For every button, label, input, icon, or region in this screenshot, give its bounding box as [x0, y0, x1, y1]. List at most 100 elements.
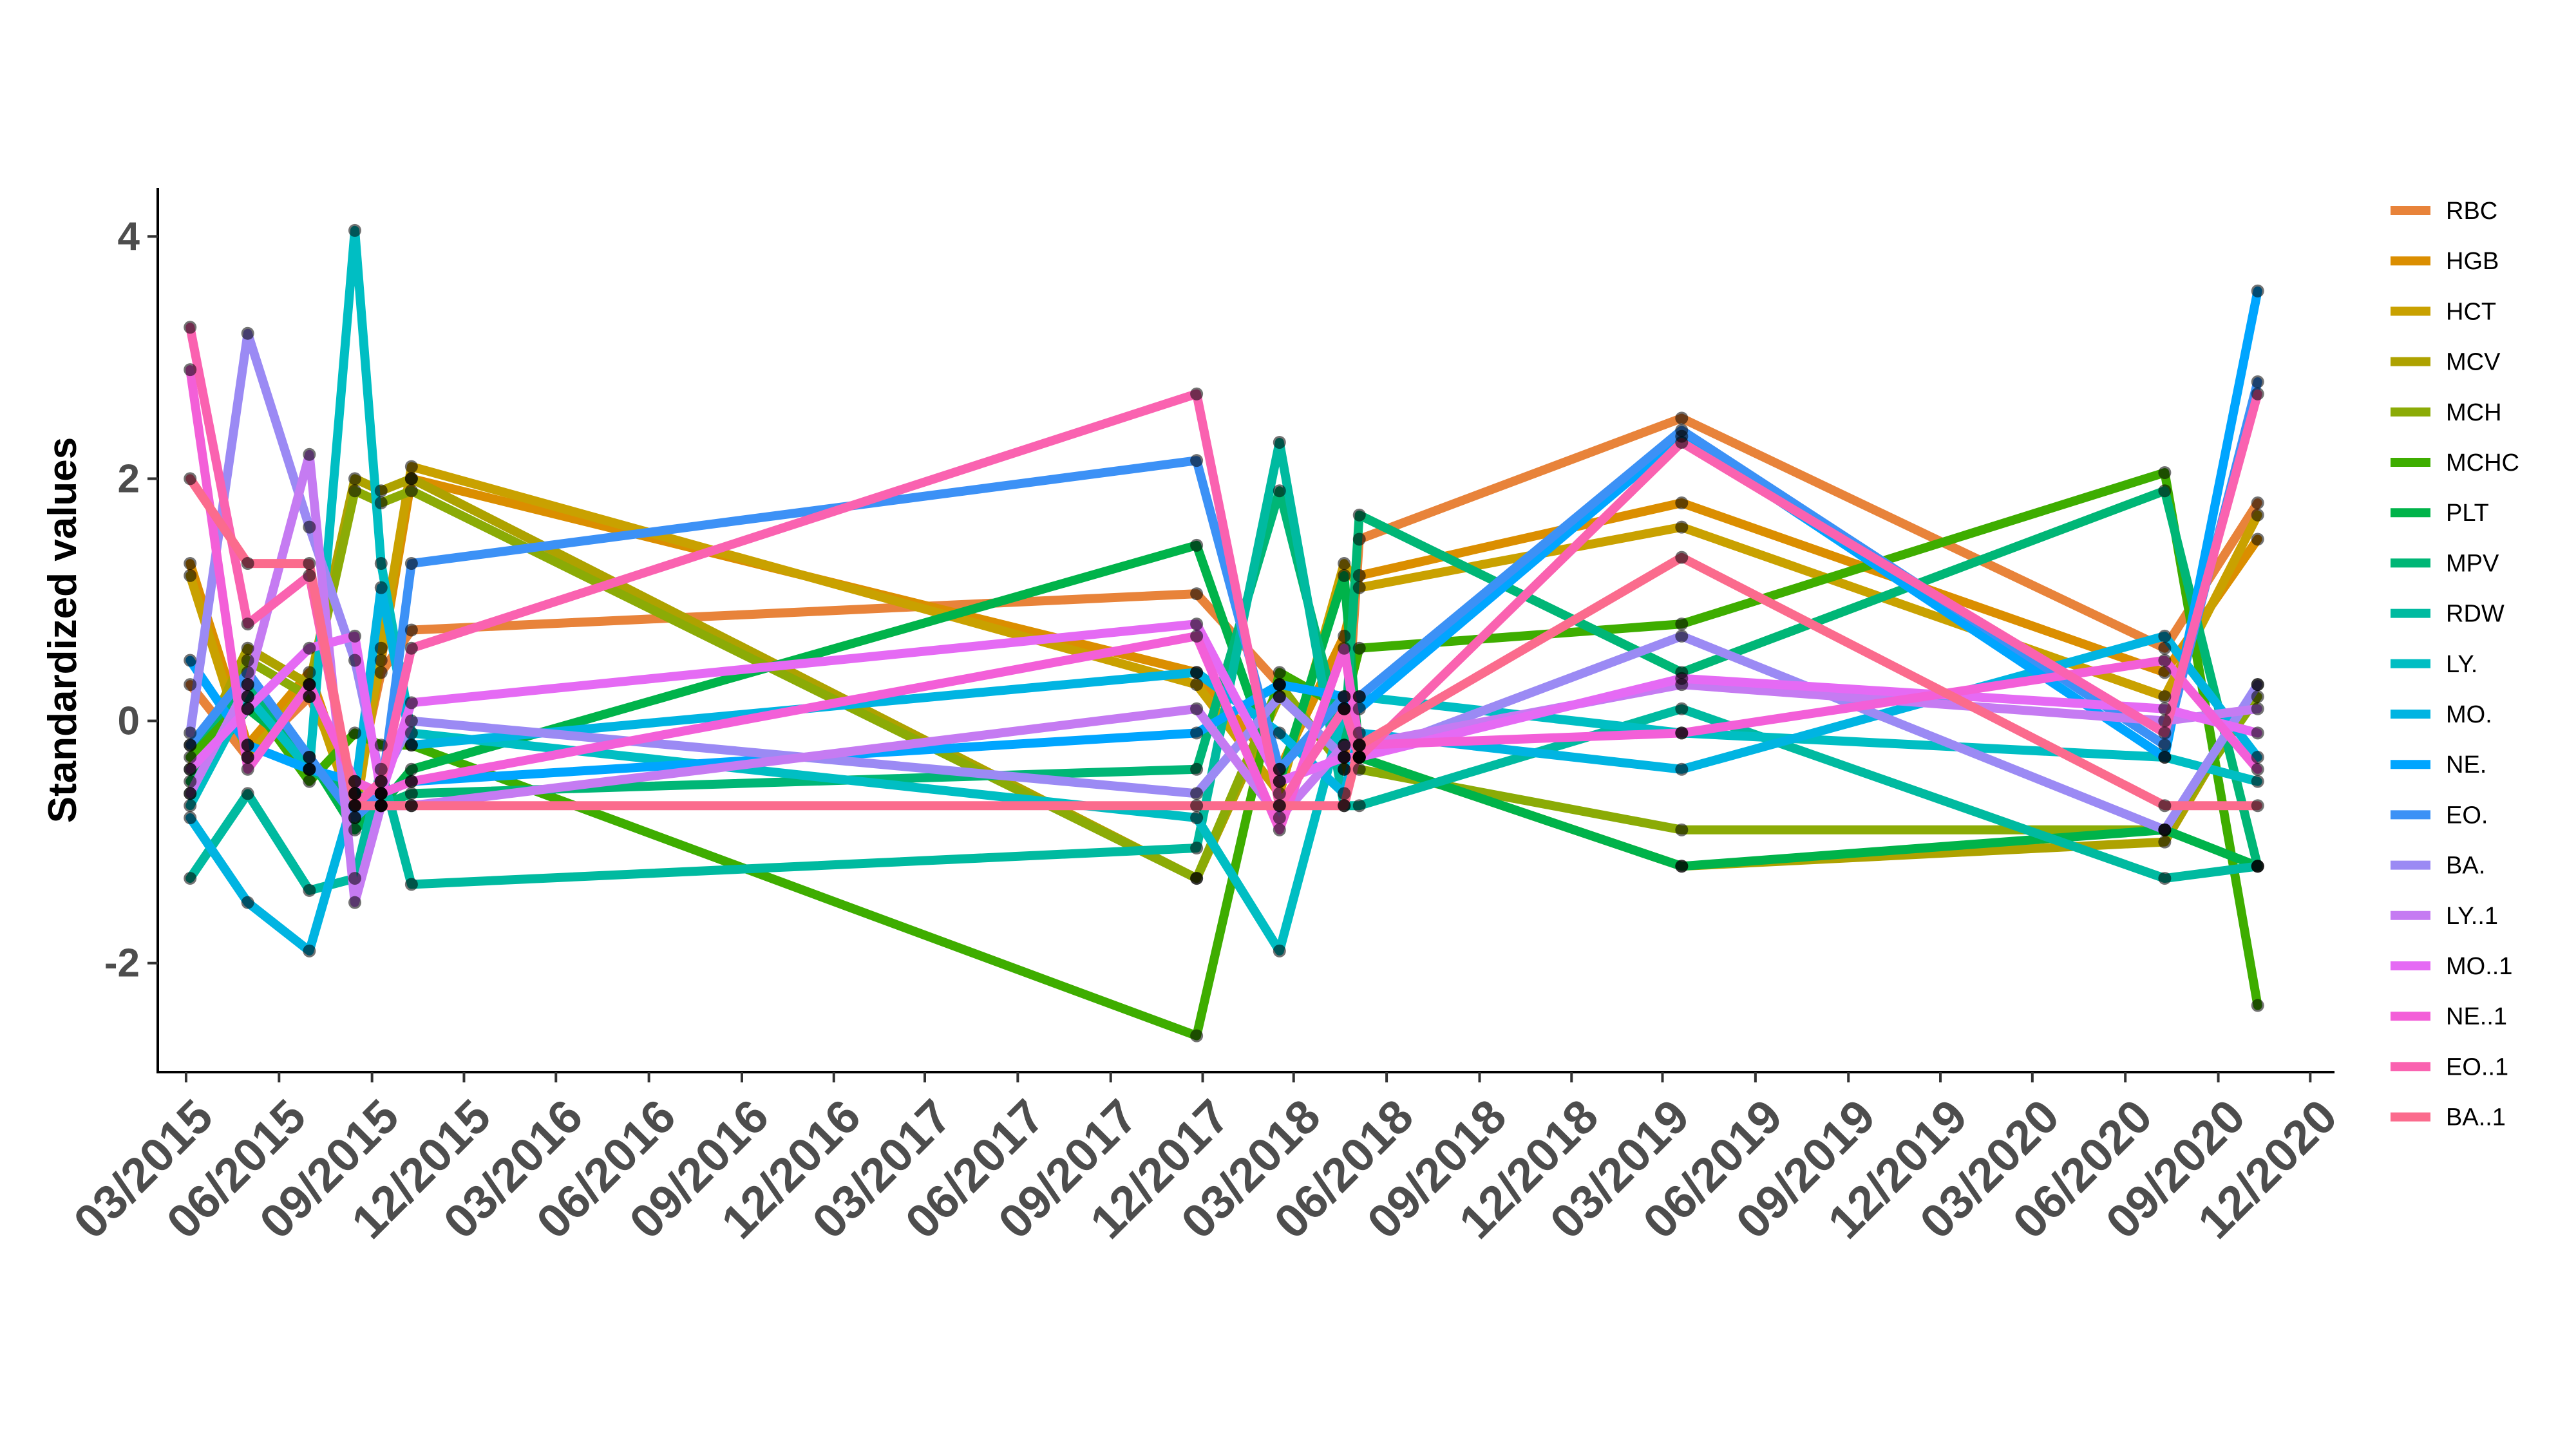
data-point [404, 696, 418, 710]
data-point [1273, 690, 1286, 703]
data-point [2158, 690, 2172, 703]
data-point [1273, 666, 1286, 679]
legend-label: LY..1 [2446, 903, 2498, 930]
data-point [1675, 762, 1689, 776]
data-point [1273, 811, 1286, 825]
data-point [374, 581, 388, 594]
legend-label: RBC [2446, 198, 2497, 225]
data-point [1352, 799, 1366, 813]
data-point [1352, 641, 1366, 655]
data-point [348, 223, 361, 237]
y-tick-label: 2 [118, 457, 140, 501]
data-point [303, 690, 316, 703]
data-point [404, 762, 418, 776]
data-point [1675, 672, 1689, 685]
data-point [1338, 641, 1351, 655]
data-point [1338, 557, 1351, 570]
data-point [374, 496, 388, 510]
data-point [2251, 775, 2264, 788]
data-point [2251, 375, 2264, 388]
data-point [2251, 678, 2264, 692]
data-point [1352, 739, 1366, 752]
legend-label: BA..1 [2446, 1104, 2506, 1131]
data-point [241, 557, 254, 570]
data-point [348, 472, 361, 486]
data-point [348, 896, 361, 909]
data-point [184, 654, 197, 667]
data-point [1338, 750, 1351, 764]
legend-label: MPV [2446, 550, 2499, 577]
data-point [404, 623, 418, 637]
data-point [374, 557, 388, 570]
y-tick-label: 0 [118, 699, 140, 744]
data-point [404, 726, 418, 740]
data-point [374, 641, 388, 655]
data-point [348, 823, 361, 836]
data-point [303, 666, 316, 679]
data-point [184, 557, 197, 570]
data-point [1352, 533, 1366, 546]
data-point [184, 739, 197, 752]
data-point [1675, 823, 1689, 836]
data-point [184, 787, 197, 800]
legend-label: MO. [2446, 701, 2492, 728]
x-ticks: 03/201506/201509/201512/201503/201606/20… [63, 1072, 2347, 1249]
data-point [184, 872, 197, 885]
data-point [184, 569, 197, 582]
data-point [1190, 387, 1204, 401]
data-point [2158, 750, 2172, 764]
data-point [2251, 496, 2264, 510]
data-point [2158, 666, 2172, 679]
data-point [184, 750, 197, 764]
series-line-ba [185, 328, 2262, 834]
legend-label: NE..1 [2446, 1003, 2507, 1030]
data-point [2251, 690, 2264, 703]
data-point [2251, 750, 2264, 764]
data-point [1273, 678, 1286, 692]
data-point [1352, 750, 1366, 764]
legend-label: RDW [2446, 601, 2505, 628]
legend-label: MCHC [2446, 449, 2519, 476]
data-point [1352, 762, 1366, 776]
series-layer [185, 225, 2262, 1041]
legend: RBC HGB HCT MCV MCH MCHC PLT MPV RDW LY. MO. NE. EO.… [2391, 198, 2519, 1131]
legend-label: MCV [2446, 349, 2501, 376]
data-point [241, 654, 254, 667]
legend-label: PLT [2446, 500, 2489, 527]
data-point [374, 654, 388, 667]
data-point [1273, 484, 1286, 498]
data-point [184, 678, 197, 692]
data-point [184, 726, 197, 740]
data-point [303, 678, 316, 692]
data-point [2251, 508, 2264, 522]
data-point [404, 484, 418, 498]
y-axis-title: Standardized values [41, 437, 85, 824]
data-point [404, 878, 418, 891]
data-point [303, 750, 316, 764]
data-point [2158, 466, 2172, 479]
data-point [1190, 454, 1204, 467]
data-point [1675, 424, 1689, 437]
data-point [1675, 520, 1689, 534]
data-point [241, 896, 254, 909]
data-point [374, 762, 388, 776]
data-point [1190, 872, 1204, 885]
data-point [2158, 484, 2172, 498]
data-point [404, 714, 418, 728]
data-point [241, 666, 254, 679]
data-point [404, 557, 418, 570]
data-point [1352, 702, 1366, 715]
data-point [348, 872, 361, 885]
data-point [241, 690, 254, 703]
data-point [2251, 726, 2264, 740]
y-tick-label: -2 [104, 941, 140, 986]
data-point [2158, 872, 2172, 885]
data-point [184, 799, 197, 813]
data-point [374, 739, 388, 752]
data-point [404, 472, 418, 486]
data-point [1190, 811, 1204, 825]
legend-label: HCT [2446, 298, 2496, 325]
data-point [241, 702, 254, 715]
data-point [1338, 799, 1351, 813]
